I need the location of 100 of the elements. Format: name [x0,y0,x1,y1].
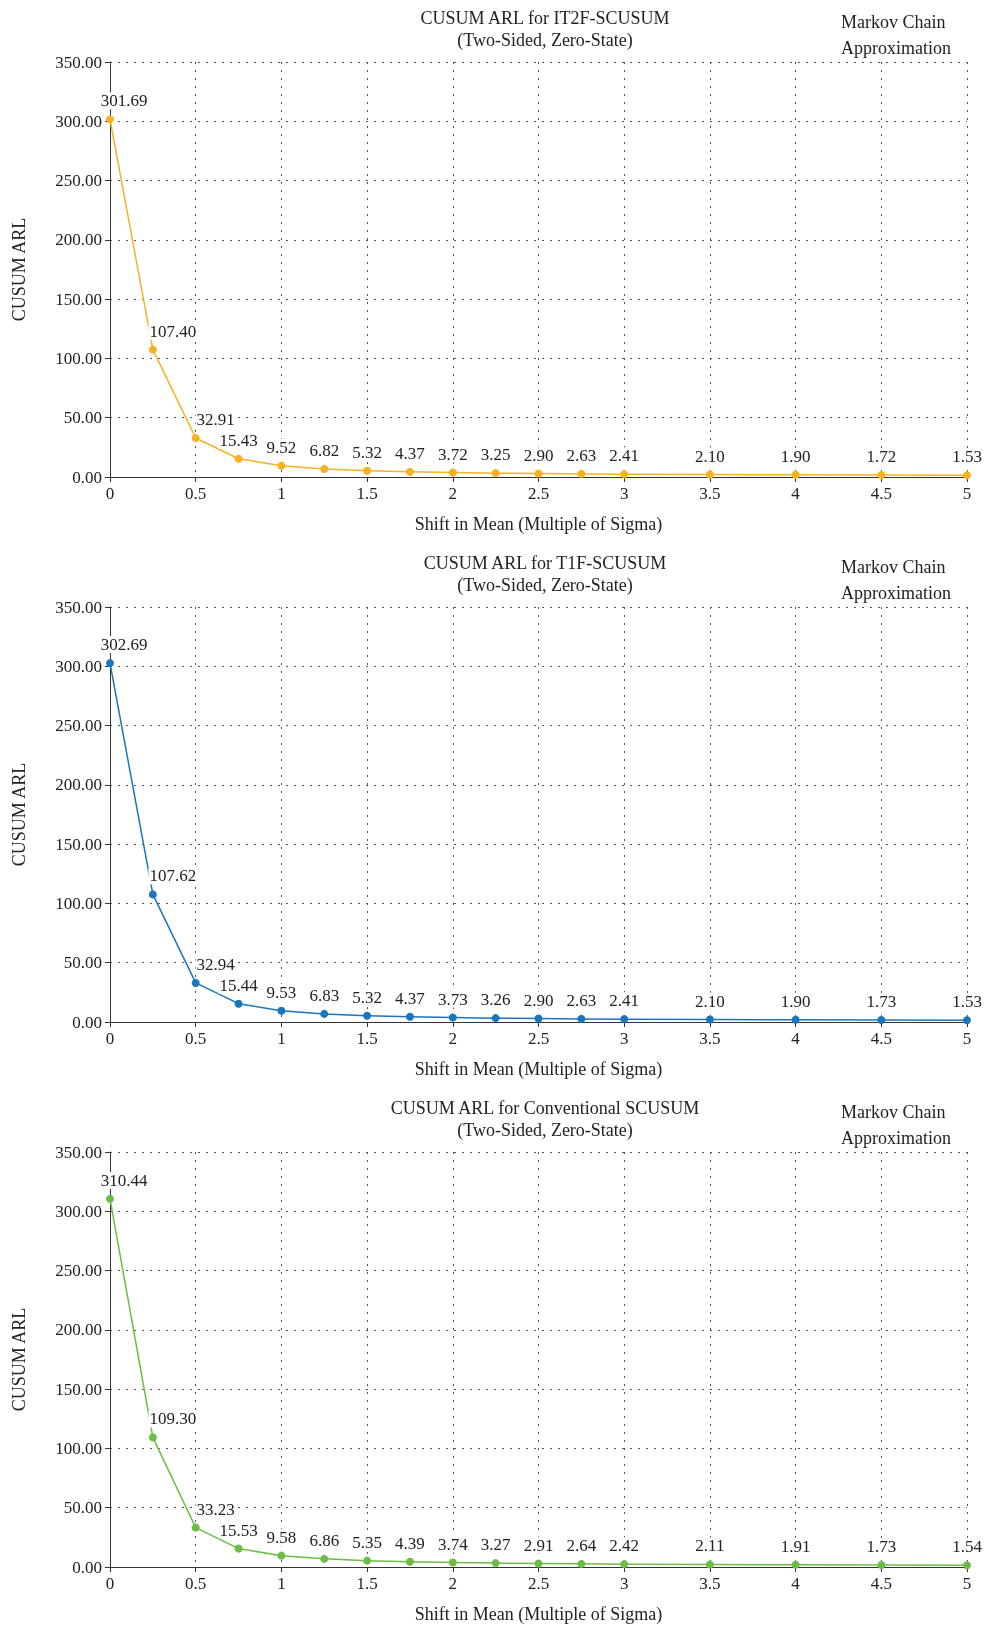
data-label: 107.40 [149,321,197,341]
point [106,659,114,668]
y-tick-label: 300.00 [55,111,102,131]
point [405,1012,414,1021]
data-label: 3.25 [480,445,511,465]
point [106,115,114,124]
x-tick-label: 4 [791,1029,801,1048]
y-tick-label: 200.00 [55,775,102,795]
x-tick-label: 1 [277,1029,286,1048]
data-label: 2.64 [566,1535,597,1555]
x-tick-label: 3.5 [699,1029,721,1048]
y-tick-label: 150.00 [55,1379,102,1399]
x-tick-label: 3 [619,1574,629,1593]
y-tick-label: 100.00 [55,348,102,368]
x-tick-label: 4.5 [870,484,892,503]
x-tick-label: 4.5 [870,1574,892,1593]
y-tick-label: 350.00 [55,1142,102,1162]
point [191,978,200,987]
point [491,1014,500,1023]
point [363,466,372,475]
point [277,1006,286,1015]
data-label: 9.52 [266,437,297,457]
point [577,469,586,478]
y-tick-label: 0.00 [72,1012,102,1032]
x-axis-title: Shift in Mean (Multiple of Sigma) [414,1059,663,1080]
x-tick-label: 1.5 [356,1029,378,1048]
x-tick-label: 0 [105,1574,115,1593]
point [620,1560,629,1569]
x-axis-title: Shift in Mean (Multiple of Sigma) [414,1604,663,1625]
point [191,1523,200,1532]
x-tick-label: 4 [791,484,801,503]
chart-title: CUSUM ARL for IT2F-SCUSUM [420,8,670,28]
y-tick-label: 100.00 [55,1438,102,1458]
y-axis-title: CUSUM ARL [9,762,29,867]
x-axis-title: Shift in Mean (Multiple of Sigma) [414,514,663,535]
point [148,1433,157,1442]
data-label: 1.53 [952,992,982,1012]
chart-subtitle: (Two-Sided, Zero-State) [457,575,633,596]
data-label: 2.91 [523,1535,554,1555]
x-tick-label: 2 [448,1574,458,1593]
data-label: 2.90 [523,445,554,465]
x-tick-label: 2 [448,1029,458,1048]
data-label: 15.43 [219,430,258,450]
point [448,468,457,477]
point [234,454,243,463]
chart-subtitle: (Two-Sided, Zero-State) [457,30,633,51]
y-axis-title: CUSUM ARL [9,1307,29,1412]
point [106,1194,114,1203]
data-label: 2.41 [609,446,640,466]
data-label: 6.82 [309,440,340,460]
y-tick-label: 200.00 [55,230,102,250]
data-label: 2.63 [566,990,597,1010]
data-label: 32.91 [196,409,235,429]
data-label: 1.73 [866,1536,897,1556]
point [877,1560,886,1569]
data-label: 1.73 [866,991,897,1011]
point [705,1560,714,1569]
y-tick-label: 300.00 [55,656,102,676]
data-label: 2.42 [609,1536,640,1556]
x-tick-label: 1.5 [356,484,378,503]
data-label: 15.53 [219,1520,258,1540]
point [320,1009,329,1018]
data-label: 4.39 [395,1533,425,1553]
x-tick-label: 1 [277,1574,286,1593]
text: Markov Chain Approximation [841,557,951,603]
point [363,1556,372,1565]
data-label: 2.63 [566,445,597,465]
point [320,1554,329,1563]
data-label: 1.90 [780,446,811,466]
data-label: 1.72 [866,446,897,466]
data-label: 5.32 [352,987,382,1007]
point [448,1013,457,1022]
chart-title: CUSUM ARL for Conventional SCUSUM [390,1098,700,1118]
x-tick-label: 5 [962,1574,972,1593]
x-tick-label: 4.5 [870,1029,892,1048]
data-label: 3.72 [437,444,468,464]
data-label: 107.62 [149,866,197,886]
y-tick-label: 200.00 [55,1320,102,1340]
point [320,464,329,473]
data-label: 5.35 [352,1532,382,1552]
point [705,470,714,479]
point [577,1559,586,1568]
y-tick-label: 300.00 [55,1201,102,1221]
point [877,1015,886,1024]
x-tick-label: 2.5 [527,1029,550,1048]
point [191,433,200,442]
data-label: 3.74 [437,1534,469,1554]
data-label: 2.41 [609,991,640,1011]
point [791,1560,800,1569]
x-tick-label: 0 [105,1029,115,1048]
point [620,1015,629,1024]
point [405,1557,414,1566]
data-label: 1.90 [780,991,811,1011]
y-tick-label: 50.00 [63,408,102,428]
point [148,890,157,899]
x-tick-label: 5 [962,484,972,503]
data-label: 6.83 [309,985,340,1005]
text: Markov Chain Approximation [841,1102,951,1148]
point [491,469,500,478]
data-label: 310.44 [100,1170,148,1190]
